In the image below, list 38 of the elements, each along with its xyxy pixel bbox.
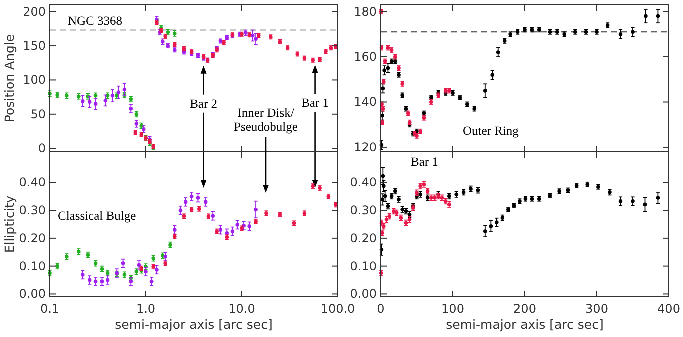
annotation: Outer Ring bbox=[463, 124, 520, 138]
y-tick-label: 50 bbox=[30, 107, 46, 122]
annotation: NGC 3368 bbox=[68, 14, 123, 28]
annotation: Classical Bulge bbox=[58, 209, 137, 223]
x-axis-title: semi-major axis [arc sec] bbox=[115, 317, 273, 332]
y-tick-label: 0.20 bbox=[19, 231, 46, 246]
y-tick-label: 100 bbox=[23, 73, 46, 88]
annotation: Bar 1 bbox=[411, 155, 438, 169]
x-tick-label: 1.0 bbox=[136, 302, 156, 316]
y-tick-label: 0.10 bbox=[350, 259, 377, 274]
x-tick-label: 10.0 bbox=[228, 302, 256, 316]
y-tick-label: 0 bbox=[38, 142, 46, 156]
y-tick-label: 140 bbox=[354, 95, 377, 110]
x-axis-title: semi-major axis [arc sec] bbox=[446, 317, 604, 332]
x-tick-label: 400 bbox=[658, 302, 680, 316]
y-tick-label: 120 bbox=[354, 140, 377, 154]
x-tick-label: 0.1 bbox=[40, 302, 60, 316]
y-tick-label: 0.30 bbox=[19, 204, 46, 218]
y-tick-label: 200 bbox=[23, 4, 46, 19]
y-tick-label: 0.00 bbox=[350, 287, 377, 302]
y-tick-label: 0.40 bbox=[19, 176, 46, 190]
annotation: Bar 1 bbox=[302, 96, 330, 110]
y-tick-label: 150 bbox=[23, 39, 46, 54]
y-tick-label: 0.30 bbox=[350, 204, 377, 218]
x-tick-label: 200 bbox=[514, 302, 536, 316]
y-tick-label: 160 bbox=[354, 50, 377, 64]
y-tick-label: 0.20 bbox=[350, 231, 377, 246]
y-tick-label: 180 bbox=[354, 4, 377, 19]
y-axis-title: Position Angle bbox=[2, 34, 17, 123]
x-tick-label: 100 bbox=[442, 302, 464, 316]
annotation: Inner Disk/ Pseudobulge bbox=[234, 106, 298, 134]
annotation: Bar 2 bbox=[190, 96, 218, 111]
x-tick-label: 300 bbox=[586, 302, 608, 316]
y-tick-label: 0.10 bbox=[19, 259, 46, 274]
y-tick-label: 0.40 bbox=[350, 176, 377, 190]
y-axis-title: Ellipticity bbox=[2, 195, 17, 254]
x-tick-label: 100.0 bbox=[320, 302, 356, 316]
y-tick-label: 0.00 bbox=[19, 287, 46, 302]
